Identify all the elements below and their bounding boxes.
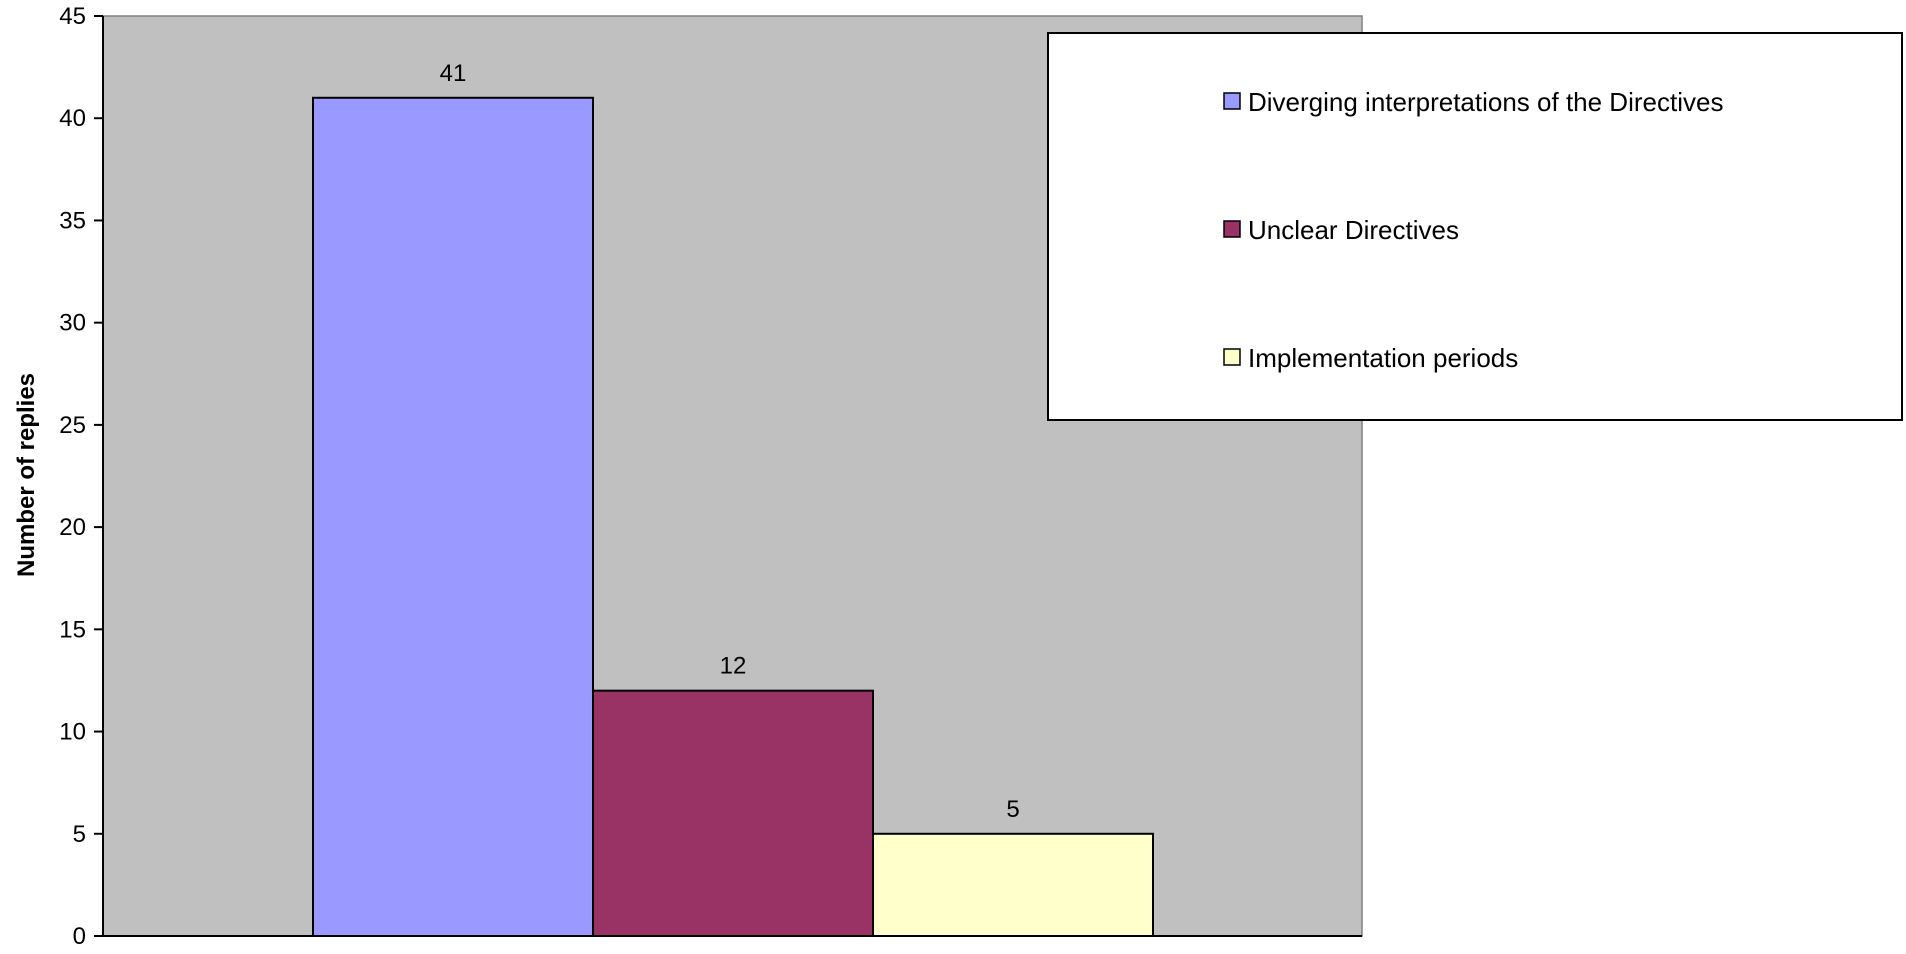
y-tick-label: 40	[59, 105, 86, 132]
y-tick-label: 25	[59, 412, 86, 439]
bar-data-label: 12	[720, 653, 747, 680]
y-axis-ticks: 0 5 10 15 20 25 30 35 40 45	[59, 3, 103, 950]
y-tick-label: 30	[59, 310, 86, 337]
legend-label: Unclear Directives	[1248, 215, 1459, 245]
y-tick-label: 45	[59, 3, 86, 30]
legend: Diverging interpretations of the Directi…	[1047, 32, 1903, 421]
y-tick-label: 15	[59, 616, 86, 643]
legend-swatch	[1223, 92, 1241, 110]
legend-label: Diverging interpretations of the Directi…	[1248, 87, 1723, 117]
legend-swatch	[1223, 220, 1241, 238]
y-tick-label: 0	[73, 923, 86, 950]
bar	[592, 689, 874, 938]
y-tick-label: 20	[59, 514, 86, 541]
bar	[872, 832, 1154, 937]
legend-label: Implementation periods	[1248, 343, 1518, 373]
bar-data-label: 41	[440, 60, 467, 87]
y-axis-title: Number of replies	[13, 373, 40, 577]
bar-data-label: 5	[1006, 796, 1019, 823]
bar	[312, 96, 594, 938]
y-tick-label: 35	[59, 207, 86, 234]
bars-group: 41 12 5	[312, 60, 1154, 938]
y-tick-label: 10	[59, 719, 86, 746]
legend-swatch	[1223, 348, 1241, 366]
legend-box	[1047, 32, 1903, 421]
y-tick-label: 5	[73, 821, 86, 848]
